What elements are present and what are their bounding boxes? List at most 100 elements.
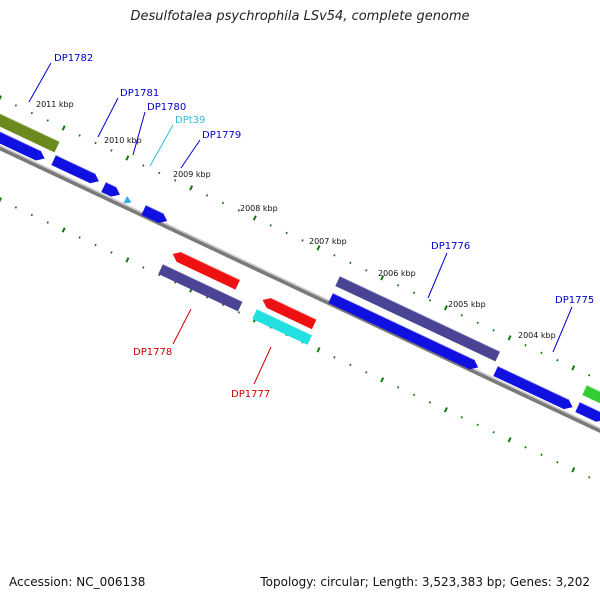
inner-row-tick bbox=[412, 393, 416, 397]
gene-trna bbox=[123, 196, 132, 204]
scale-ticks: 2011 kbp 2010 kbp 2009 kbp 2008 kbp 2007 kbp… bbox=[0, 95, 591, 479]
gene-forward-2-highlight bbox=[55, 154, 96, 174]
gene-forward-4 bbox=[141, 204, 168, 224]
gene-label-dp1780: DP1780 bbox=[147, 102, 186, 113]
gene-forward-7-face bbox=[575, 402, 600, 422]
gene-trna-face bbox=[123, 196, 132, 204]
gene-label-dp1780-leader bbox=[132, 111, 146, 156]
inner-row-tick bbox=[316, 347, 321, 353]
kbp-label: 2007 kbp bbox=[309, 237, 347, 246]
outer-row-tick bbox=[142, 164, 145, 167]
outer-row-tick bbox=[189, 185, 194, 191]
outer-row-tick bbox=[30, 111, 33, 115]
gene-label-dp1775: DP1775 bbox=[555, 295, 594, 306]
inner-row-tick bbox=[380, 377, 385, 383]
inner-row-tick bbox=[94, 243, 97, 247]
gene-label-dp1779-leader bbox=[180, 139, 201, 169]
inner-row-tick bbox=[428, 401, 432, 404]
inner-row-tick bbox=[588, 476, 591, 479]
outer-row-tick bbox=[61, 125, 66, 131]
gene-forward-3-face bbox=[101, 182, 120, 197]
inner-row-tick bbox=[46, 221, 49, 224]
outer-row-tick bbox=[412, 291, 416, 295]
inner-row-tick bbox=[571, 467, 576, 473]
outer-row-tick bbox=[571, 365, 576, 371]
gene-dp1776-block-highlight bbox=[339, 275, 501, 353]
genome-meta-text: Topology: circular; Length: 3,523,383 bp… bbox=[260, 575, 590, 589]
outer-row-tick bbox=[46, 119, 49, 122]
outer-row-tick bbox=[94, 141, 97, 145]
outer-row-tick bbox=[0, 95, 2, 101]
gene-label-dp1776: DP1776 bbox=[431, 241, 470, 252]
gene-dp1776-block-face bbox=[335, 276, 501, 362]
gene-features bbox=[0, 112, 600, 422]
inner-row-tick bbox=[142, 266, 145, 269]
map-title: Desulfotalea psychrophila LSv54, complet… bbox=[130, 9, 470, 24]
outer-row-tick bbox=[252, 215, 257, 221]
outer-row-tick bbox=[205, 194, 209, 197]
gene-forward-7 bbox=[575, 401, 600, 422]
gene-label-dpt39-leader bbox=[149, 124, 174, 167]
gene-label-dp1777-leader bbox=[253, 346, 272, 385]
inner-row-tick bbox=[540, 453, 543, 457]
inner-row-tick bbox=[349, 363, 352, 367]
outer-row-tick bbox=[524, 344, 527, 347]
accession-text: Accession: NC_006138 bbox=[9, 575, 146, 589]
gene-dp1782-block-face bbox=[0, 113, 60, 153]
outer-row-tick bbox=[492, 329, 495, 332]
kbp-label: 2006 kbp bbox=[378, 269, 416, 278]
outer-row-tick bbox=[396, 284, 400, 287]
kbp-label: 2011 kbp bbox=[36, 100, 74, 109]
kbp-label: 2005 kbp bbox=[448, 300, 486, 309]
gene-label-dp1782-leader bbox=[28, 62, 52, 103]
gene-dp1782-block bbox=[0, 112, 60, 153]
gene-forward-4-face bbox=[141, 205, 168, 224]
outer-row-tick bbox=[78, 134, 81, 137]
gene-reverse-1 bbox=[172, 251, 241, 290]
gene-label-dp1782: DP1782 bbox=[54, 53, 93, 64]
gene-label-dp1781: DP1781 bbox=[120, 88, 159, 99]
backbone-line bbox=[0, 144, 600, 434]
gene-dp1777-block-face bbox=[252, 309, 313, 345]
outer-row-tick bbox=[110, 149, 113, 152]
gene-forward-6-face bbox=[493, 366, 573, 410]
kbp-label: 2004 kbp bbox=[518, 331, 556, 340]
outer-row-tick bbox=[540, 351, 543, 355]
inner-row-tick bbox=[492, 431, 495, 434]
outer-row-tick bbox=[428, 299, 432, 302]
outer-row-tick bbox=[158, 171, 161, 175]
gene-forward-5 bbox=[328, 292, 479, 370]
gene-forward-5-face bbox=[328, 293, 479, 370]
gene-label-dp1781-leader bbox=[97, 97, 119, 138]
gene-forward-1-highlight bbox=[0, 130, 41, 152]
inner-row-tick bbox=[365, 371, 368, 374]
outer-row-tick bbox=[460, 314, 463, 317]
gene-forward-1-face bbox=[0, 131, 45, 161]
inner-row-tick bbox=[443, 407, 448, 413]
gene-reverse-1-highlight bbox=[181, 251, 241, 281]
outer-row-tick bbox=[301, 239, 304, 242]
outer-row-tick bbox=[443, 305, 448, 311]
gene-forward-6-highlight bbox=[497, 365, 569, 400]
outer-row-tick bbox=[285, 231, 288, 235]
outer-row-tick bbox=[333, 254, 336, 257]
gene-forward-3 bbox=[101, 181, 120, 197]
gene-forward-4-highlight bbox=[145, 204, 164, 214]
gene-forward-2-face bbox=[51, 155, 99, 184]
outer-row-tick bbox=[237, 209, 241, 212]
gene-dp1778-block-highlight bbox=[162, 263, 243, 303]
gene-dp1777-block bbox=[252, 308, 313, 345]
inner-row-tick bbox=[396, 386, 400, 389]
inner-row-tick bbox=[507, 437, 512, 443]
outer-row-tick bbox=[174, 179, 177, 182]
gene-forward-1 bbox=[0, 130, 45, 161]
gene-reverse-1-face bbox=[172, 251, 241, 290]
gene-label-dpt39: DPt39 bbox=[175, 115, 205, 126]
outer-row-tick bbox=[14, 104, 18, 107]
inner-row-tick bbox=[61, 227, 66, 233]
outer-row-tick bbox=[349, 261, 352, 265]
inner-row-tick bbox=[78, 236, 81, 239]
outer-row-tick bbox=[365, 269, 368, 272]
outer-row-tick bbox=[221, 201, 225, 205]
